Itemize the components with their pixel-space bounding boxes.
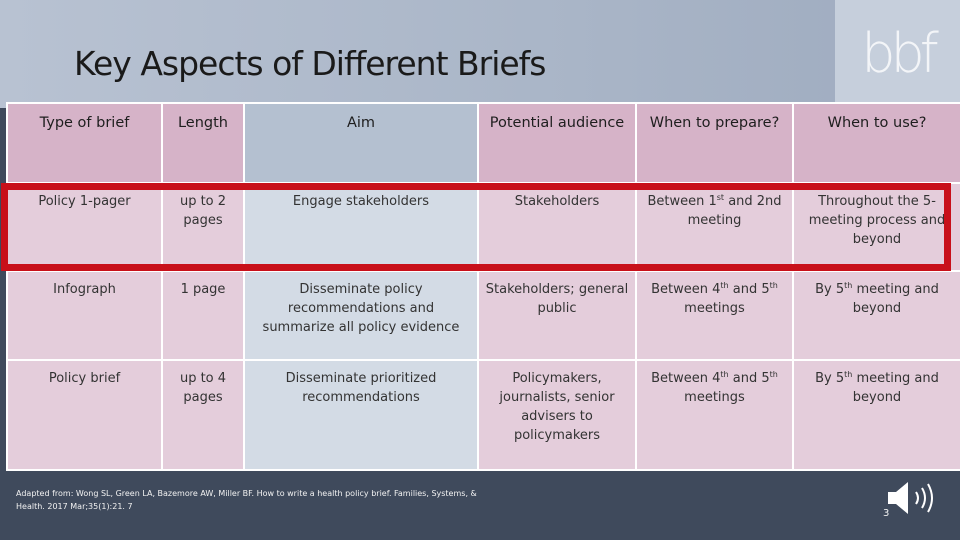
- cell-use: Throughout the 5-meeting process and bey…: [792, 182, 960, 272]
- speaker-icon[interactable]: [886, 480, 942, 516]
- table-row: Policy 1-pager up to 2 pages Engage stak…: [6, 182, 960, 272]
- logo: bbf: [835, 0, 960, 108]
- cell-aim: Disseminate prioritized recommendations: [243, 359, 479, 471]
- header-audience: Potential audience: [477, 102, 637, 184]
- cell-use: By 5th meeting and beyond: [792, 270, 960, 361]
- cell-type: Policy 1-pager: [6, 182, 163, 272]
- cell-type: Policy brief: [6, 359, 163, 471]
- citation: Adapted from: Wong SL, Green LA, Bazemor…: [16, 489, 477, 511]
- cell-length: up to 2 pages: [161, 182, 245, 272]
- header-prepare: When to prepare?: [635, 102, 794, 184]
- header-type: Type of brief: [6, 102, 163, 184]
- cell-type: Infograph: [6, 270, 163, 361]
- header-aim: Aim: [243, 102, 479, 184]
- slide-title: Key Aspects of Different Briefs: [74, 44, 546, 83]
- cell-aim: Engage stakeholders: [243, 182, 479, 272]
- logo-text: bbf: [861, 22, 939, 85]
- cell-audience: Stakeholders; general public: [477, 270, 637, 361]
- cell-audience: Policymakers, journalists, senior advise…: [477, 359, 637, 471]
- header-use: When to use?: [792, 102, 960, 184]
- cell-length: 1 page: [161, 270, 245, 361]
- cell-length: up to 4 pages: [161, 359, 245, 471]
- briefs-table: Type of brief Length Aim Potential audie…: [6, 102, 960, 471]
- cell-aim: Disseminate policy recommendations and s…: [243, 270, 479, 361]
- cell-use: By 5th meeting and beyond: [792, 359, 960, 471]
- cell-prepare: Between 4th and 5th meetings: [635, 270, 794, 361]
- table-row: Policy brief up to 4 pages Disseminate p…: [6, 359, 960, 471]
- table-row: Infograph 1 page Disseminate policy reco…: [6, 270, 960, 361]
- cell-audience: Stakeholders: [477, 182, 637, 272]
- table-header-row: Type of brief Length Aim Potential audie…: [6, 102, 960, 184]
- title-band: [0, 0, 960, 108]
- header-length: Length: [161, 102, 245, 184]
- cell-prepare: Between 4th and 5th meetings: [635, 359, 794, 471]
- cell-prepare: Between 1st and 2nd meeting: [635, 182, 794, 272]
- page-number: 3: [883, 508, 890, 519]
